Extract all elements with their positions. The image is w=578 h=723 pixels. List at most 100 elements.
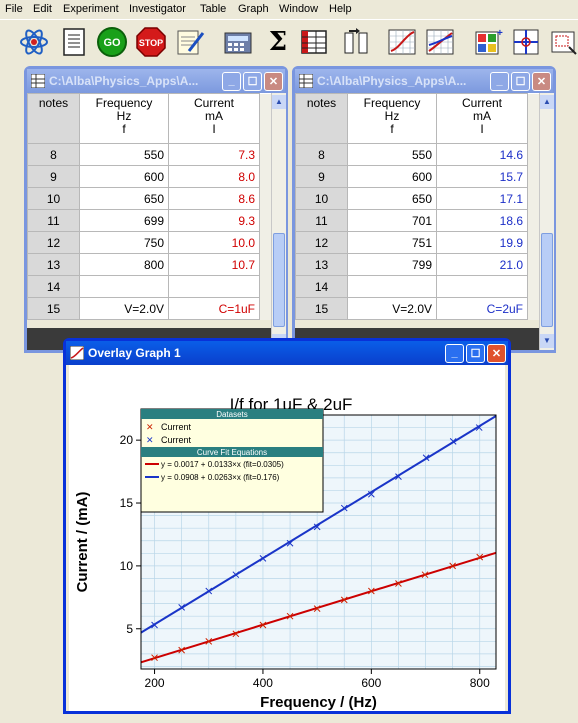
data-point[interactable]	[422, 454, 430, 462]
vertical-scrollbar[interactable]: ▲ ▼	[539, 93, 554, 350]
data-point[interactable]	[449, 562, 456, 570]
swap-columns-icon[interactable]	[340, 26, 372, 58]
current-cell[interactable]: 15.7	[436, 165, 528, 188]
data-point[interactable]	[178, 604, 186, 611]
data-point[interactable]	[340, 596, 348, 604]
current-cell[interactable]: 19.9	[436, 231, 528, 254]
atom-icon[interactable]	[18, 26, 50, 58]
minimize-button[interactable]: _	[222, 71, 241, 91]
current-cell[interactable]	[436, 275, 528, 298]
frequency-cell[interactable]: 650	[79, 187, 169, 210]
menu-graph[interactable]: Graph	[238, 3, 269, 15]
table-window-1[interactable]: C:\Alba\Physics_Apps\A... _ ☐ ✕ notes Fr…	[24, 66, 288, 353]
close-button[interactable]: ✕	[264, 71, 283, 91]
data-point[interactable]	[313, 523, 321, 531]
calculator-icon[interactable]	[222, 26, 254, 58]
data-point[interactable]	[259, 554, 267, 562]
table-row[interactable]: 10 650 17.1	[295, 187, 542, 210]
notebook-icon[interactable]	[58, 26, 90, 58]
chart-legend[interactable]: Datasets ✕ Current ✕ Current Curve Fit E…	[140, 408, 324, 513]
table-row[interactable]: 15 V=2.0V C=2uF	[295, 297, 542, 320]
row-number[interactable]: 12	[27, 231, 80, 254]
current-cell[interactable]: 9.3	[168, 209, 260, 232]
scroll-thumb[interactable]	[273, 233, 285, 327]
data-point[interactable]	[395, 580, 402, 587]
data-point[interactable]	[151, 654, 158, 662]
frequency-cell[interactable]: 550	[347, 143, 437, 166]
data-point[interactable]	[313, 605, 321, 612]
go-button[interactable]: GO	[96, 26, 128, 58]
row-number[interactable]: 14	[295, 275, 348, 298]
table-row[interactable]: 12 751 19.9	[295, 231, 542, 254]
maximize-button[interactable]: ☐	[511, 71, 530, 91]
data-point[interactable]	[232, 571, 240, 579]
row-number[interactable]: 8	[27, 143, 80, 166]
row-number[interactable]: 11	[295, 209, 348, 232]
row-number[interactable]: 9	[27, 165, 80, 188]
table-window-2-titlebar[interactable]: C:\Alba\Physics_Apps\A... _ ☐ ✕	[295, 69, 553, 93]
table-row[interactable]: 8 550 14.6	[295, 143, 542, 166]
frequency-cell[interactable]: 751	[347, 231, 437, 254]
frequency-cell[interactable]: 701	[347, 209, 437, 232]
data-point[interactable]	[205, 587, 213, 595]
scroll-thumb[interactable]	[541, 233, 553, 327]
table-row[interactable]: 9 600 15.7	[295, 165, 542, 188]
column-header-frequency[interactable]: Frequency Hz f	[79, 93, 169, 144]
table-row[interactable]: 13 800 10.7	[27, 253, 274, 276]
row-number[interactable]: 11	[27, 209, 80, 232]
table-row[interactable]: 10 650 8.6	[27, 187, 274, 210]
current-cell[interactable]: 17.1	[436, 187, 528, 210]
current-cell[interactable]: 8.0	[168, 165, 260, 188]
frequency-cell[interactable]: 799	[347, 253, 437, 276]
column-header-frequency[interactable]: Frequency Hz f	[347, 93, 437, 144]
notepad-icon[interactable]	[174, 26, 206, 58]
column-header-notes[interactable]: notes	[295, 93, 348, 144]
table-row[interactable]: 14	[27, 275, 274, 298]
close-button[interactable]: ✕	[487, 343, 506, 363]
table-row[interactable]: 12 750 10.0	[27, 231, 274, 254]
column-header-notes[interactable]: notes	[27, 93, 80, 144]
row-number[interactable]: 13	[27, 253, 80, 276]
current-cell[interactable]: 21.0	[436, 253, 528, 276]
graph-window[interactable]: Overlay Graph 1 _ ☐ ✕ I/f for 1uF & 2uF …	[63, 338, 511, 714]
data-point[interactable]	[475, 424, 483, 431]
menu-edit[interactable]: Edit	[33, 3, 52, 15]
row-number[interactable]: 9	[295, 165, 348, 188]
overlay-graph-icon[interactable]	[424, 26, 456, 58]
maximize-button[interactable]: ☐	[243, 71, 262, 91]
sigma-icon[interactable]: Σ	[262, 26, 294, 58]
menu-table[interactable]: Table	[200, 3, 227, 15]
current-cell[interactable]: C=1uF	[168, 297, 260, 320]
data-point[interactable]	[205, 637, 213, 645]
data-point[interactable]	[367, 587, 375, 595]
table-icon[interactable]	[298, 26, 330, 58]
row-number[interactable]: 8	[295, 143, 348, 166]
row-number[interactable]: 15	[295, 297, 348, 320]
grid-tool-icon[interactable]: +	[472, 26, 504, 58]
data-point[interactable]	[259, 621, 267, 629]
current-cell[interactable]: 8.6	[168, 187, 260, 210]
frequency-cell[interactable]: 699	[79, 209, 169, 232]
menu-help[interactable]: Help	[329, 3, 352, 15]
vertical-scrollbar[interactable]: ▲ ▼	[271, 93, 286, 350]
table-row[interactable]: 8 550 7.3	[27, 143, 274, 166]
frequency-cell[interactable]: 750	[79, 231, 169, 254]
current-cell[interactable]: 18.6	[436, 209, 528, 232]
row-number[interactable]: 13	[295, 253, 348, 276]
data-point[interactable]	[340, 504, 348, 512]
current-cell[interactable]: C=2uF	[436, 297, 528, 320]
zoom-icon[interactable]	[548, 26, 578, 58]
column-header-current[interactable]: Current mA I	[436, 93, 528, 144]
scroll-up-arrow[interactable]: ▲	[272, 95, 286, 109]
line-graph-icon[interactable]	[386, 26, 418, 58]
frequency-cell[interactable]	[79, 275, 169, 298]
minimize-button[interactable]: _	[490, 71, 509, 91]
row-number[interactable]: 15	[27, 297, 80, 320]
data-point[interactable]	[151, 621, 158, 629]
data-point[interactable]	[449, 438, 457, 445]
current-cell[interactable]: 14.6	[436, 143, 528, 166]
data-point[interactable]	[232, 630, 240, 638]
column-header-current[interactable]: Current mA I	[168, 93, 260, 144]
menu-experiment[interactable]: Experiment	[63, 3, 119, 15]
